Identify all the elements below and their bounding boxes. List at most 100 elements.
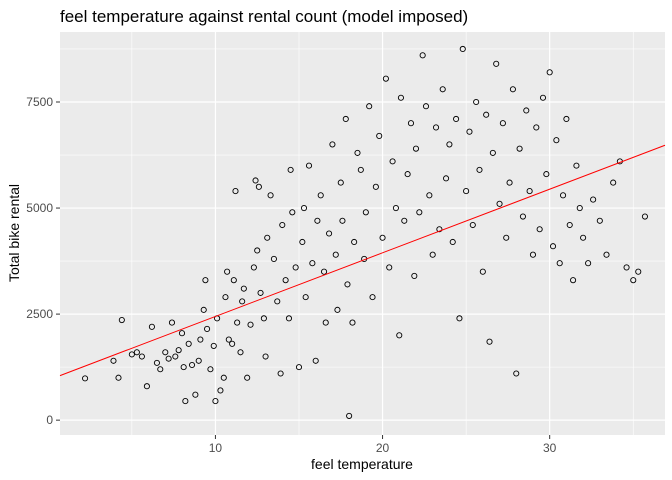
data-point bbox=[635, 268, 642, 275]
data-point bbox=[162, 349, 169, 356]
data-point bbox=[519, 213, 526, 220]
data-point bbox=[354, 149, 361, 156]
y-tick-label: 2500 bbox=[26, 307, 53, 321]
trend-line-group bbox=[59, 144, 666, 377]
data-point bbox=[549, 243, 557, 250]
plot-panel bbox=[60, 32, 665, 435]
data-point bbox=[305, 162, 313, 169]
data-point bbox=[376, 132, 383, 139]
data-point bbox=[529, 251, 537, 258]
x-tick-label: 20 bbox=[376, 441, 390, 455]
data-point bbox=[178, 330, 186, 337]
data-point bbox=[382, 75, 389, 82]
data-point bbox=[509, 86, 516, 93]
data-point bbox=[369, 294, 376, 301]
data-point bbox=[329, 141, 336, 148]
data-point bbox=[473, 98, 480, 106]
data-point bbox=[486, 338, 493, 345]
data-point bbox=[526, 188, 533, 195]
data-point bbox=[210, 342, 217, 349]
data-point bbox=[456, 315, 463, 322]
data-point bbox=[285, 315, 293, 322]
data-point bbox=[543, 171, 550, 178]
data-point bbox=[344, 281, 351, 288]
data-point bbox=[389, 158, 396, 165]
data-point bbox=[412, 145, 420, 152]
data-point bbox=[264, 234, 271, 241]
data-point bbox=[596, 217, 603, 224]
data-point bbox=[110, 357, 117, 364]
data-point bbox=[200, 306, 207, 313]
data-point bbox=[334, 306, 341, 313]
data-point bbox=[523, 107, 530, 114]
data-point bbox=[300, 204, 308, 212]
data-point bbox=[539, 94, 547, 101]
data-point bbox=[351, 238, 358, 246]
data-point bbox=[366, 103, 373, 110]
y-tick-label: 5000 bbox=[26, 201, 53, 215]
data-point bbox=[641, 213, 648, 220]
data-point bbox=[429, 251, 436, 258]
data-point bbox=[207, 366, 214, 373]
data-point bbox=[220, 374, 227, 381]
data-point bbox=[513, 370, 520, 377]
data-points bbox=[82, 45, 648, 419]
data-point bbox=[426, 192, 433, 199]
data-point bbox=[234, 319, 241, 326]
data-point bbox=[212, 398, 219, 405]
data-point bbox=[396, 332, 403, 339]
data-point bbox=[289, 209, 296, 216]
data-point bbox=[175, 347, 182, 354]
data-point bbox=[229, 340, 236, 347]
data-point bbox=[493, 60, 500, 67]
data-point bbox=[326, 230, 333, 237]
x-tick-label: 10 bbox=[209, 441, 223, 455]
data-point bbox=[585, 260, 592, 267]
chart-title: feel temperature against rental count (m… bbox=[60, 7, 468, 26]
data-point bbox=[346, 412, 353, 419]
data-point bbox=[516, 145, 523, 152]
data-point bbox=[339, 217, 346, 224]
data-point bbox=[115, 374, 122, 381]
data-point bbox=[372, 183, 379, 190]
y-tick-label: 7500 bbox=[26, 95, 53, 109]
data-point bbox=[309, 260, 316, 267]
data-point bbox=[260, 315, 267, 322]
data-point bbox=[250, 264, 257, 271]
data-point bbox=[172, 353, 179, 360]
data-point bbox=[180, 364, 187, 371]
data-point bbox=[185, 340, 192, 347]
data-point bbox=[397, 94, 404, 101]
data-point bbox=[225, 336, 232, 343]
data-point bbox=[503, 234, 510, 241]
data-point bbox=[255, 183, 262, 190]
data-point bbox=[247, 321, 254, 328]
data-point bbox=[237, 349, 244, 356]
data-point bbox=[546, 69, 553, 76]
data-point bbox=[165, 355, 172, 362]
data-point bbox=[332, 251, 339, 258]
trend-line bbox=[59, 144, 666, 377]
data-point bbox=[292, 264, 299, 271]
data-point bbox=[317, 192, 324, 199]
data-point bbox=[407, 120, 415, 127]
data-point bbox=[436, 226, 443, 233]
data-point bbox=[337, 179, 344, 186]
data-point bbox=[483, 111, 490, 118]
data-point bbox=[157, 366, 164, 373]
data-point bbox=[277, 370, 284, 377]
data-point bbox=[401, 217, 408, 224]
data-point bbox=[439, 86, 446, 93]
data-point bbox=[556, 260, 563, 267]
data-point bbox=[580, 234, 587, 241]
data-point bbox=[453, 115, 460, 123]
data-point bbox=[536, 226, 543, 233]
data-point bbox=[590, 196, 597, 203]
data-point bbox=[148, 323, 155, 330]
data-point bbox=[466, 128, 473, 135]
data-point bbox=[476, 166, 483, 173]
data-point bbox=[469, 221, 476, 229]
data-point bbox=[446, 141, 453, 148]
data-point bbox=[314, 217, 321, 224]
data-point bbox=[506, 179, 513, 186]
